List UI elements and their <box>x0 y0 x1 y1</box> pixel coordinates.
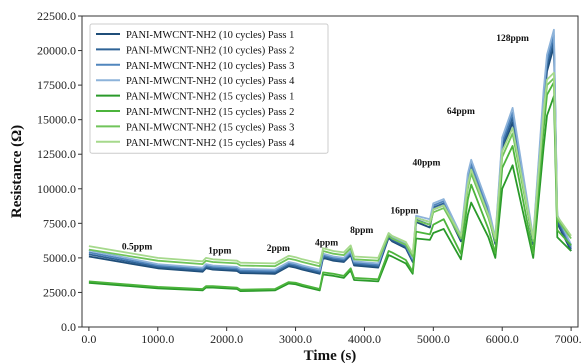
x-tick-label: 2000.0 <box>210 332 243 346</box>
y-tick-label: 2500.0 <box>43 285 76 299</box>
x-axis-title: Time (s) <box>304 348 357 363</box>
legend-label: PANI-MWCNT-NH2 (10 cycles) Pass 2 <box>126 45 294 56</box>
x-tick-label: 5000.0 <box>417 332 450 346</box>
x-tick-label: 0.0 <box>81 332 96 346</box>
legend-label: PANI-MWCNT-NH2 (15 cycles) Pass 1 <box>126 92 294 103</box>
x-tick-label: 6000.0 <box>486 332 519 346</box>
x-tick-label: 3000.0 <box>279 332 312 346</box>
series-line <box>88 40 572 274</box>
axes-layer: 0.0 2500.0 5000.0 7500.0 10000.0 12500.0 15000… <box>37 9 582 346</box>
y-tick-label: 17500.0 <box>37 78 76 92</box>
series-line <box>88 71 572 265</box>
plot-frame <box>81 15 579 328</box>
annotation-layer: 0.5ppm 1ppm 2ppm 4ppm 8ppm 16ppm 40ppm 64ppm 128… <box>122 34 529 257</box>
series-line <box>88 45 572 275</box>
series-layer <box>88 28 572 292</box>
legend-label: PANI-MWCNT-NH2 (10 cycles) Pass 1 <box>126 30 294 41</box>
annotation-label: 64ppm <box>447 107 475 117</box>
legend-label: PANI-MWCNT-NH2 (15 cycles) Pass 2 <box>126 107 294 118</box>
annotation-label: 0.5ppm <box>122 243 152 253</box>
legend-label: PANI-MWCNT-NH2 (15 cycles) Pass 4 <box>126 138 295 149</box>
annotation-label: 40ppm <box>412 158 440 168</box>
x-tick-label: 1000.0 <box>141 332 174 346</box>
y-tick-label: 12500.0 <box>37 147 76 161</box>
x-tick-label: 4000.0 <box>348 332 381 346</box>
y-tick-label: 22500.0 <box>37 9 76 23</box>
annotation-label: 4ppm <box>315 238 338 248</box>
legend-label: PANI-MWCNT-NH2 (10 cycles) Pass 3 <box>126 61 294 72</box>
series-line <box>88 81 572 291</box>
annotation-label: 2ppm <box>267 244 290 254</box>
annotation-label: 128ppm <box>496 34 529 44</box>
x-tick-label: 7000.0 <box>555 332 582 346</box>
annotation-label: 16ppm <box>390 207 418 217</box>
series-line <box>88 77 572 268</box>
y-tick-label: 20000.0 <box>37 44 76 58</box>
legend-box <box>89 23 329 154</box>
legend-label: PANI-MWCNT-NH2 (15 cycles) Pass 3 <box>126 122 294 133</box>
legend: PANI-MWCNT-NH2 (10 cycles) Pass 1 PANI-MW… <box>89 23 329 154</box>
y-tick-label: 7500.0 <box>43 216 76 230</box>
y-tick-label: 5000.0 <box>43 251 76 265</box>
y-tick-label: 10000.0 <box>37 182 76 196</box>
annotation-label: 1ppm <box>208 247 231 257</box>
plot-area <box>81 15 579 328</box>
y-axis-title: Resistance (Ω) <box>9 125 25 218</box>
y-tick-label: 15000.0 <box>37 113 76 127</box>
y-tick-label: 0.0 <box>61 320 76 334</box>
series-line <box>88 95 572 292</box>
annotation-label: 8ppm <box>350 226 373 236</box>
legend-label: PANI-MWCNT-NH2 (10 cycles) Pass 4 <box>126 76 295 87</box>
series-line <box>88 28 572 271</box>
